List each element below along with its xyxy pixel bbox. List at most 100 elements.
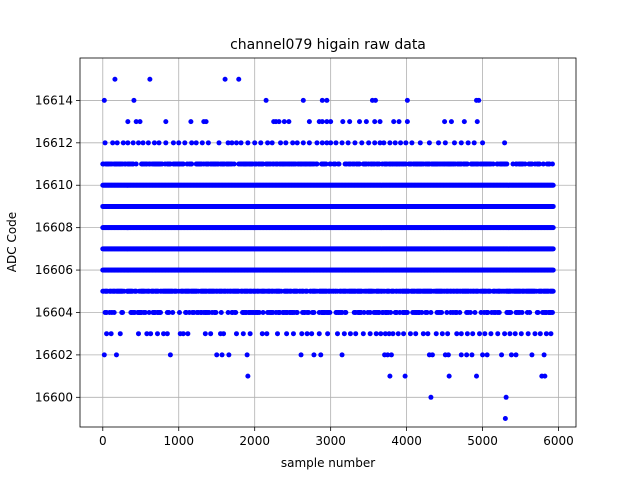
data-point — [446, 373, 452, 379]
data-point — [472, 309, 478, 315]
data-point — [403, 140, 409, 146]
y-tick-label: 16612 — [35, 136, 73, 150]
data-point — [114, 140, 120, 146]
data-point — [324, 97, 330, 103]
y-axis-label: ADC Code — [5, 212, 19, 272]
data-point — [512, 331, 518, 337]
x-axis-ticks: 0 1000 2000 3000 4000 5000 6000 — [99, 427, 574, 448]
data-point — [104, 331, 110, 337]
data-point — [549, 161, 555, 167]
y-tick-label: 16608 — [35, 221, 73, 235]
data-point — [387, 140, 393, 146]
data-point — [176, 140, 182, 146]
data-point — [341, 331, 347, 337]
data-point — [550, 182, 556, 188]
data-point — [135, 331, 141, 337]
y-tick-label: 16614 — [35, 93, 73, 107]
data-point — [170, 309, 176, 315]
data-point — [339, 352, 345, 358]
data-point — [240, 331, 246, 337]
data-point — [298, 352, 304, 358]
data-point — [548, 331, 554, 337]
data-point — [180, 331, 186, 337]
data-point — [357, 161, 363, 167]
data-point — [225, 309, 231, 315]
data-point — [247, 331, 253, 337]
data-point — [395, 331, 401, 337]
data-point — [113, 352, 119, 358]
data-point — [216, 140, 222, 146]
data-point — [137, 119, 143, 125]
data-point — [428, 309, 434, 315]
data-point — [401, 331, 407, 337]
data-point — [319, 140, 325, 146]
data-point — [163, 119, 169, 125]
data-point — [417, 140, 423, 146]
y-tick-label: 16600 — [35, 390, 73, 404]
data-point — [404, 309, 410, 315]
data-point — [409, 140, 415, 146]
data-point — [532, 331, 538, 337]
data-point — [336, 161, 342, 167]
data-point — [294, 140, 300, 146]
data-point — [464, 352, 470, 358]
data-point — [233, 331, 239, 337]
data-point — [382, 331, 388, 337]
data-point — [541, 352, 547, 358]
data-point — [469, 352, 475, 358]
data-point — [316, 331, 322, 337]
data-point — [363, 119, 369, 125]
data-point — [465, 140, 471, 146]
data-point — [233, 309, 239, 315]
data-point — [244, 352, 250, 358]
data-point — [367, 309, 373, 315]
data-point — [147, 76, 153, 82]
data-point — [353, 331, 359, 337]
data-point — [133, 161, 139, 167]
x-tick-label: 0 — [99, 434, 107, 448]
data-point — [151, 140, 157, 146]
data-point — [426, 140, 432, 146]
data-point — [324, 140, 330, 146]
data-point — [377, 140, 383, 146]
x-tick-label: 5000 — [467, 434, 498, 448]
data-point — [490, 161, 496, 167]
data-point — [286, 119, 292, 125]
data-point — [549, 309, 555, 315]
data-point — [527, 309, 533, 315]
data-point — [392, 140, 398, 146]
data-point — [259, 331, 265, 337]
data-point — [424, 309, 430, 315]
data-point — [300, 97, 306, 103]
data-point — [442, 119, 448, 125]
data-point — [518, 331, 524, 337]
data-point — [464, 161, 470, 167]
data-point — [402, 373, 408, 379]
data-point — [522, 161, 528, 167]
data-point — [304, 331, 310, 337]
data-point — [503, 394, 509, 400]
x-tick-label: 4000 — [391, 434, 422, 448]
data-point — [144, 331, 150, 337]
data-point — [135, 140, 141, 146]
data-point — [439, 309, 445, 315]
data-point — [451, 140, 457, 146]
data-point — [372, 97, 378, 103]
data-point — [508, 309, 514, 315]
data-point — [306, 309, 312, 315]
data-point — [170, 140, 176, 146]
data-point — [314, 140, 320, 146]
data-point — [387, 373, 393, 379]
y-tick-label: 16610 — [35, 178, 73, 192]
data-point — [120, 309, 126, 315]
data-point — [163, 140, 169, 146]
data-point — [158, 309, 164, 315]
data-point — [502, 140, 508, 146]
data-point — [476, 97, 482, 103]
data-point — [385, 352, 391, 358]
data-point — [311, 309, 317, 315]
data-point — [221, 331, 227, 337]
data-point — [529, 352, 535, 358]
data-point — [442, 140, 448, 146]
